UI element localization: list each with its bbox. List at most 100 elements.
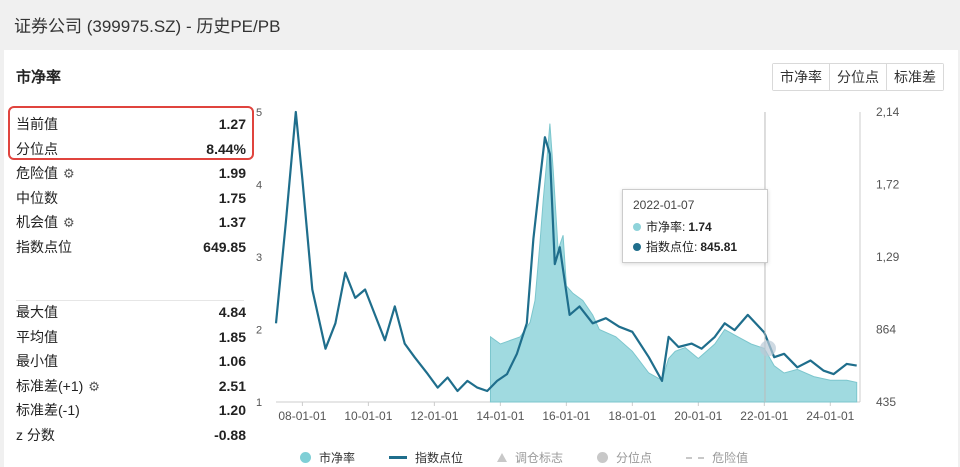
y-left-tick-label: 3	[256, 252, 262, 264]
stat-label: 中位数	[16, 189, 58, 206]
y-right-tick-label: 1,722	[876, 178, 900, 192]
y-left-tick-label: 4	[256, 180, 262, 192]
view-toggle-group: 市净率 分位点 标准差	[772, 63, 944, 91]
stat-value: 1.06	[218, 353, 246, 370]
stat-label: 最小值	[16, 353, 58, 370]
legend-item-pb[interactable]: 市净率	[300, 449, 355, 466]
x-tick-label: 16-01-01	[542, 409, 590, 423]
stat-row-index: 指数点位 649.85	[16, 235, 246, 260]
y-right-tick-label: 435	[876, 395, 896, 409]
top-bar: 证券公司 (399975.SZ) - 历史PE/PB	[0, 0, 960, 46]
legend-item-adjust[interactable]: 调仓标志	[497, 449, 563, 466]
stat-label: 指数点位	[16, 238, 72, 255]
stat-value: -0.88	[214, 426, 246, 443]
stat-value: 1.75	[218, 189, 246, 206]
stat-row-mean: 平均值 1.85	[16, 325, 246, 350]
y-left-tick-label: 5	[256, 107, 262, 119]
stat-row-std-minus: 标准差(-1) 1.20	[16, 398, 246, 423]
pb-chart[interactable]: 5 4 3 2 1 2,149 1,722 1,293 864 435 08-01-01 10-01-…	[250, 50, 900, 435]
stat-row-max: 最大值 4.84	[16, 300, 246, 325]
x-tick-label: 12-01-01	[410, 409, 458, 423]
gear-icon[interactable]: ⚙	[88, 378, 100, 394]
legend-label: 市净率	[319, 451, 356, 465]
toggle-percentile-button[interactable]: 分位点	[829, 64, 886, 90]
stat-row-min: 最小值 1.06	[16, 349, 246, 374]
stat-label: 当前值	[16, 116, 58, 133]
stat-row-std-plus: 标准差(+1) ⚙ 2.51	[16, 374, 246, 399]
stat-label: 分位点	[16, 140, 58, 157]
x-tick-label: 22-01-01	[740, 409, 788, 423]
y-right-tick-label: 2,149	[876, 105, 900, 119]
index-line-series	[274, 110, 857, 393]
highlight-box	[8, 106, 254, 160]
toggle-pb-button[interactable]: 市净率	[773, 64, 829, 90]
stat-value: 4.84	[218, 304, 246, 321]
stat-value: 1.99	[218, 165, 246, 182]
gear-icon[interactable]: ⚙	[63, 166, 75, 182]
toggle-stddev-button[interactable]: 标准差	[886, 64, 943, 90]
y-left-tick-label: 1	[256, 397, 262, 409]
section-title: 市净率	[16, 69, 62, 86]
valuation-card: 市净率 市净率 分位点 标准差 当前值 1.27 分位点 8.44% 危险值 ⚙ 1.9…	[4, 50, 958, 467]
line-swatch-icon	[389, 456, 408, 459]
stat-value: 1.27	[218, 116, 246, 133]
stat-label: 危险值	[16, 165, 58, 182]
y-right-tick-label: 864	[876, 323, 896, 337]
tooltip-index-label: 指数点位:	[646, 240, 698, 254]
stats-bottom: 最大值 4.84 平均值 1.85 最小值 1.06 标准差(+1) ⚙ 2.51 标准差…	[16, 300, 246, 447]
x-tick-label: 14-01-01	[476, 409, 524, 423]
gear-icon[interactable]: ⚙	[63, 215, 75, 231]
stat-row-median: 中位数 1.75	[16, 186, 246, 211]
x-tick-label: 08-01-01	[278, 409, 326, 423]
legend-item-index[interactable]: 指数点位	[389, 449, 463, 466]
legend-label: 调仓标志	[515, 451, 564, 465]
x-tick-label: 18-01-01	[608, 409, 656, 423]
page-title: 证券公司 (399975.SZ) - 历史PE/PB	[14, 17, 281, 36]
stat-value: 2.51	[218, 377, 246, 394]
tooltip-index-value: 845.81	[700, 239, 738, 254]
stat-value: 649.85	[203, 238, 246, 255]
legend-label: 指数点位	[415, 451, 464, 465]
stat-value: 1.20	[218, 402, 246, 419]
pb-dot-icon	[633, 222, 641, 231]
x-tick-label: 20-01-01	[674, 409, 722, 423]
stat-label: 标准差(+1)	[16, 377, 84, 394]
stat-value: 1.85	[218, 328, 246, 345]
index-dot-icon	[633, 242, 641, 251]
stat-row-danger: 危险值 ⚙ 1.99	[16, 161, 246, 186]
dash-line-icon	[686, 456, 705, 459]
y-right-tick-label: 1,293	[876, 250, 900, 264]
stat-value: 1.37	[218, 214, 246, 231]
x-tick-label: 10-01-01	[344, 409, 392, 423]
legend-label: 危险值	[712, 451, 749, 465]
stat-label: 机会值	[16, 214, 58, 231]
stat-row-current: 当前值 1.27	[16, 112, 246, 137]
pb-area-series	[489, 123, 858, 403]
legend-item-percentile[interactable]: 分位点	[597, 449, 652, 466]
tooltip-pb-line: 市净率: 1.74	[633, 218, 757, 235]
hover-point-marker	[759, 340, 776, 357]
stat-label: 平均值	[16, 328, 58, 345]
circle-icon	[597, 452, 609, 463]
stat-row-opportunity: 机会值 ⚙ 1.37	[16, 210, 246, 235]
chart-tooltip: 2022-01-07 市净率: 1.74 指数点位: 845.81	[622, 189, 768, 263]
stat-value: 8.44%	[206, 140, 246, 157]
tooltip-index-line: 指数点位: 845.81	[633, 238, 757, 255]
legend-label: 分位点	[616, 451, 653, 465]
x-tick-label: 24-01-01	[806, 409, 854, 423]
stats-divider	[16, 300, 244, 301]
stat-label: 标准差(-1)	[16, 402, 80, 419]
y-left-tick-label: 2	[256, 325, 262, 337]
tooltip-pb-label: 市净率:	[646, 220, 686, 234]
stat-label: z 分数	[16, 426, 55, 443]
triangle-icon	[497, 453, 508, 462]
tooltip-pb-value: 1.74	[688, 219, 712, 234]
stat-row-percentile: 分位点 8.44%	[16, 137, 246, 162]
chart-legend: 市净率 指数点位 调仓标志 分位点 危险值	[300, 449, 782, 466]
stat-row-zscore: z 分数 -0.88	[16, 423, 246, 448]
stats-top: 当前值 1.27 分位点 8.44% 危险值 ⚙ 1.99 中位数 1.75 机会值 ⚙ 1.…	[16, 112, 246, 259]
tooltip-date: 2022-01-07	[633, 198, 695, 212]
pb-swatch-icon	[300, 452, 311, 463]
legend-item-danger[interactable]: 危险值	[686, 449, 748, 466]
stat-label: 最大值	[16, 304, 58, 321]
